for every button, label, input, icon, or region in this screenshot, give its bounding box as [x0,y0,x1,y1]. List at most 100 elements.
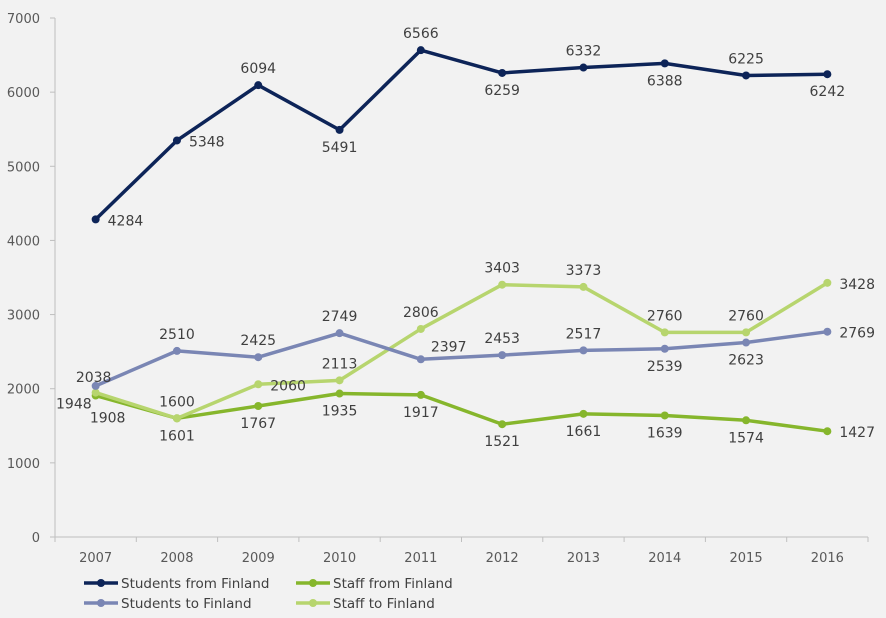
staff-from-finland-data-label: 1935 [322,404,358,420]
legend-marker [309,599,317,607]
staff-from-finland-data-label: 1601 [159,428,195,444]
students-from-finland-data-label: 4284 [108,213,144,229]
legend-item-students-from-finland: Students from Finland [84,576,269,592]
x-tick-label: 2014 [648,551,681,566]
students-from-finland-data-label: 6566 [403,26,439,42]
staff-to-finland-point [660,328,669,337]
staff-to-finland-point [416,324,425,333]
students-from-finland-line [94,48,828,221]
legend-item-staff-to-finland: Staff to Finland [296,596,435,612]
students-to-finland-data-label: 2749 [322,309,358,325]
students-to-finland-point [91,381,100,390]
staff-to-finland-data-label: 1948 [56,397,92,413]
staff-to-finland-point [254,380,263,389]
staff-from-finland-point [660,411,669,420]
x-tick-label: 2010 [323,551,356,566]
staff-from-finland-data-label: 1767 [240,416,276,432]
students-from-finland-data-label: 5348 [189,134,225,150]
staff-from-finland-point [335,389,344,398]
students-to-finland-point [823,327,832,336]
students-from-finland-point [335,125,344,134]
y-tick-label: 7000 [7,12,40,27]
x-tick-label: 2013 [567,551,600,566]
staff-to-finland-data-label: 3373 [566,263,602,279]
staff-from-finland-data-label: 1639 [647,425,683,441]
students-to-finland-point [172,346,181,355]
staff-from-finland-point [579,409,588,418]
staff-from-finland-data-label: 1427 [839,425,875,441]
students-to-finland-data-label: 2539 [647,359,683,375]
legend-label: Students to Finland [121,596,252,612]
legend-marker [97,599,105,607]
students-to-finland-data-label: 2397 [431,339,467,355]
staff-to-finland-data-label: 2806 [403,305,439,321]
students-to-finland-point [335,329,344,338]
staff-from-finland-point [742,416,751,425]
students-to-finland-data-label: 2425 [240,333,276,349]
staff-from-finland-point [823,427,832,436]
staff-to-finland-point [498,280,507,289]
staff-to-finland-point [823,278,832,287]
x-tick-label: 2016 [811,551,844,566]
y-tick-label: 4000 [7,234,40,249]
y-tick-label: 6000 [7,86,40,101]
staff-from-finland-point [498,420,507,429]
y-tick-label: 2000 [7,383,40,398]
students-from-finland-data-label: 6242 [810,84,846,100]
staff-to-finland-data-label: 2760 [647,308,683,324]
students-to-finland-data-label: 2623 [728,353,764,369]
staff-to-finland-data-label: 2113 [322,356,358,372]
staff-from-finland-data-label: 1908 [90,411,126,427]
students-to-finland-line [94,329,828,388]
students-to-finland-point [498,351,507,360]
y-tick-label: 0 [32,531,40,546]
staff-from-finland-data-label: 1917 [403,405,439,421]
legend-item-students-to-finland: Students to Finland [84,596,252,612]
legend-marker [309,579,317,587]
legend-marker [97,579,105,587]
x-tick-label: 2009 [242,551,275,566]
staff-from-finland-data-label: 1521 [484,434,520,450]
students-from-finland-data-label: 6225 [728,51,764,67]
staff-to-finland-data-label: 2060 [270,378,306,394]
students-to-finland-data-label: 2038 [76,370,112,386]
y-tick-label: 5000 [7,160,40,175]
students-from-finland-point [579,63,588,72]
staff-from-finland-point [254,401,263,410]
students-from-finland-point [416,46,425,55]
staff-to-finland-point [742,328,751,337]
students-to-finland-point [416,355,425,364]
students-from-finland-point [823,70,832,79]
students-to-finland-point [579,346,588,355]
students-from-finland-data-label: 6094 [240,61,276,77]
staff-from-finland-data-label: 1574 [728,430,764,446]
staff-to-finland-point [172,414,181,423]
students-from-finland-point [172,136,181,145]
staff-from-finland-point [416,390,425,399]
x-tick-label: 2015 [730,551,763,566]
students-from-finland-point [91,215,100,224]
y-tick-label: 1000 [7,457,40,472]
x-tick-label: 2011 [404,551,437,566]
staff-to-finland-data-label: 3428 [839,277,875,293]
x-tick-label: 2007 [79,551,112,566]
students-from-finland-data-label: 6332 [566,44,602,60]
students-from-finland-data-label: 5491 [322,140,358,156]
legend: Students from Finland Students to Finland… [84,576,453,612]
students-to-finland-point [742,338,751,347]
legend-item-staff-from-finland: Staff from Finland [296,576,453,592]
legend-label: Staff to Finland [333,596,435,612]
data-labels: 1908 1601 1767 1935 1917 1521 1661 1639 1574 1427… [56,26,875,450]
students-from-finland-point [498,68,507,77]
students-from-finland-point [742,71,751,80]
x-tick-label: 2012 [486,551,519,566]
staff-from-finland-line [95,391,828,433]
staff-to-finland-data-label: 2760 [728,308,764,324]
legend-label: Students from Finland [121,576,269,592]
students-to-finland-data-label: 2453 [484,331,520,347]
staff-from-finland-data-label: 1661 [566,424,602,440]
axes: 0 1000 2000 3000 4000 5000 6000 7000 2007 2008 200… [7,12,869,566]
x-tick-label: 2008 [160,551,193,566]
students-from-finland-data-label: 6259 [484,83,520,99]
students-from-finland-point [660,59,669,68]
